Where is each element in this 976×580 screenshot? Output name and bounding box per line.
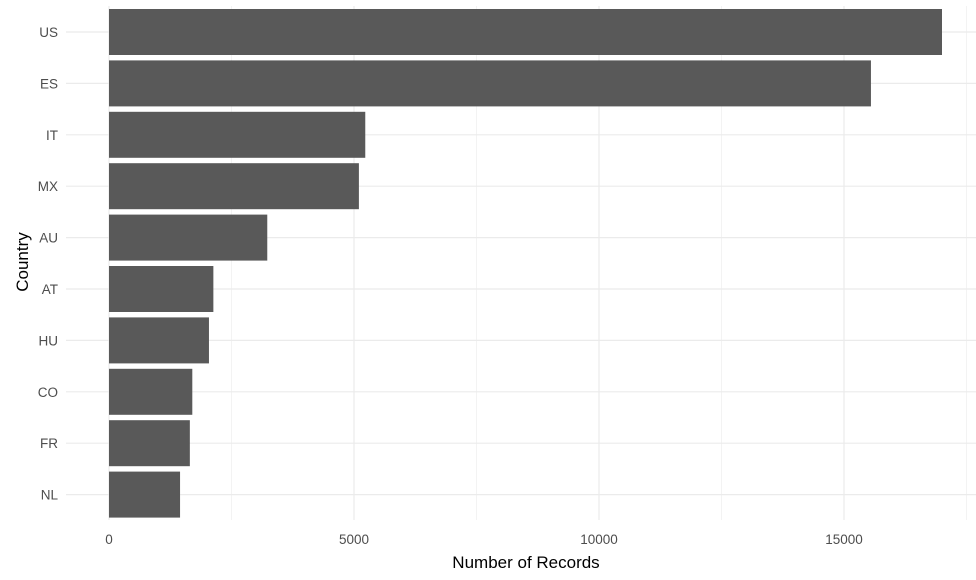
x-tick-labels: 0 5000 10000 15000 — [105, 532, 863, 547]
y-tick-label: AU — [39, 231, 58, 246]
y-tick-label: CO — [38, 385, 58, 400]
y-tick-label: AT — [42, 282, 58, 297]
x-tick-label: 0 — [105, 532, 113, 547]
y-tick-label: IT — [46, 128, 58, 143]
y-tick-label: NL — [41, 488, 59, 503]
bar-au — [109, 214, 268, 261]
bar-us — [109, 9, 942, 55]
bar-layer — [109, 9, 942, 518]
y-tick-label: HU — [39, 333, 59, 348]
y-tick-label: US — [39, 25, 58, 40]
bar-it — [109, 111, 366, 158]
bar-at — [109, 266, 214, 312]
y-tick-labels: US ES IT MX AU AT HU CO FR NL — [38, 25, 59, 503]
bar-hu — [109, 317, 209, 364]
bar-co — [109, 368, 193, 415]
bar-fr — [109, 420, 190, 467]
x-tick-label: 15000 — [825, 532, 863, 547]
x-tick-label: 5000 — [339, 532, 369, 547]
bar-es — [109, 60, 871, 107]
y-tick-label: MX — [38, 179, 58, 194]
bar-mx — [109, 163, 359, 210]
bar-nl — [109, 471, 181, 518]
x-tick-label: 10000 — [580, 532, 618, 547]
x-axis-title: Number of Records — [452, 553, 599, 572]
y-tick-label: FR — [40, 436, 58, 451]
y-tick-label: ES — [40, 76, 58, 91]
y-axis-title: Country — [13, 232, 32, 292]
